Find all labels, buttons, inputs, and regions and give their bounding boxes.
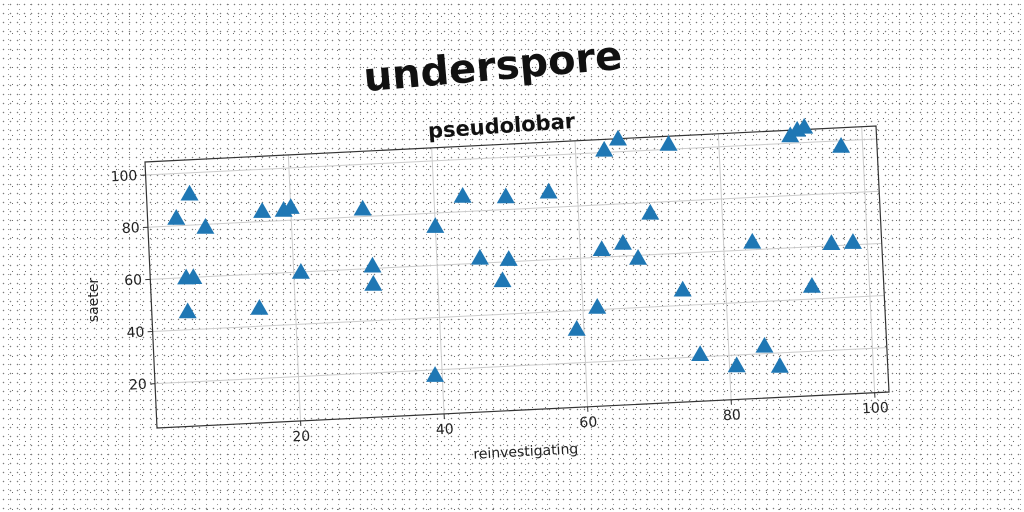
x-axis-label: reinvestigating	[473, 441, 579, 462]
data-point	[771, 357, 789, 373]
y-gridline	[148, 191, 879, 227]
data-point	[803, 277, 821, 293]
y-tick-label: 20	[129, 377, 148, 394]
data-point	[641, 204, 659, 220]
data-point	[363, 257, 381, 273]
y-gridline	[150, 243, 881, 279]
plot-area: 20 40 60 80 100 20 40 60 80 100	[110, 118, 889, 445]
x-tick-label: 80	[723, 407, 742, 424]
y-tick-label: 40	[126, 325, 145, 342]
data-point	[426, 217, 444, 233]
data-point	[196, 218, 214, 234]
data-point	[728, 357, 746, 373]
y-tick-label: 80	[122, 220, 141, 237]
data-point	[354, 200, 372, 216]
data-point	[426, 366, 444, 382]
x-tick-label: 40	[436, 421, 455, 438]
y-axis-label: saeter	[86, 278, 102, 323]
x-gridline	[575, 141, 588, 407]
x-tick-label: 60	[579, 414, 598, 431]
data-point	[844, 233, 862, 249]
chart-title: underspore	[362, 33, 624, 101]
data-point	[593, 240, 611, 256]
x-tick-label: 20	[292, 428, 311, 445]
x-gridline	[718, 134, 731, 400]
data-point	[471, 249, 489, 265]
data-point	[500, 250, 518, 266]
data-point	[755, 337, 773, 353]
data-point	[822, 234, 840, 250]
data-point	[292, 263, 310, 279]
data-point	[609, 130, 627, 146]
data-point	[614, 234, 632, 250]
x-gridline	[288, 155, 300, 421]
chart-subtitle: pseudolobar	[427, 109, 576, 143]
data-point	[743, 233, 761, 249]
plot-frame	[145, 126, 889, 428]
data-point	[454, 187, 472, 203]
data-point	[253, 202, 271, 218]
data-point	[629, 249, 647, 265]
data-point	[497, 188, 515, 204]
y-tick-label: 100	[110, 168, 138, 185]
data-point	[588, 298, 606, 314]
data-point	[494, 271, 512, 287]
data-point	[691, 345, 709, 361]
data-point	[540, 183, 558, 199]
grid	[146, 127, 887, 421]
y-tick-label: 60	[124, 272, 143, 289]
data-point	[568, 320, 586, 336]
data-point	[832, 137, 850, 153]
data-point	[660, 135, 678, 151]
x-tick-label: 100	[862, 400, 890, 417]
data-point	[674, 281, 692, 297]
data-point	[181, 185, 199, 201]
data-point	[250, 299, 268, 315]
data-point	[364, 275, 382, 291]
data-point	[179, 302, 197, 318]
data-point	[167, 209, 185, 225]
x-gridline	[862, 127, 875, 393]
